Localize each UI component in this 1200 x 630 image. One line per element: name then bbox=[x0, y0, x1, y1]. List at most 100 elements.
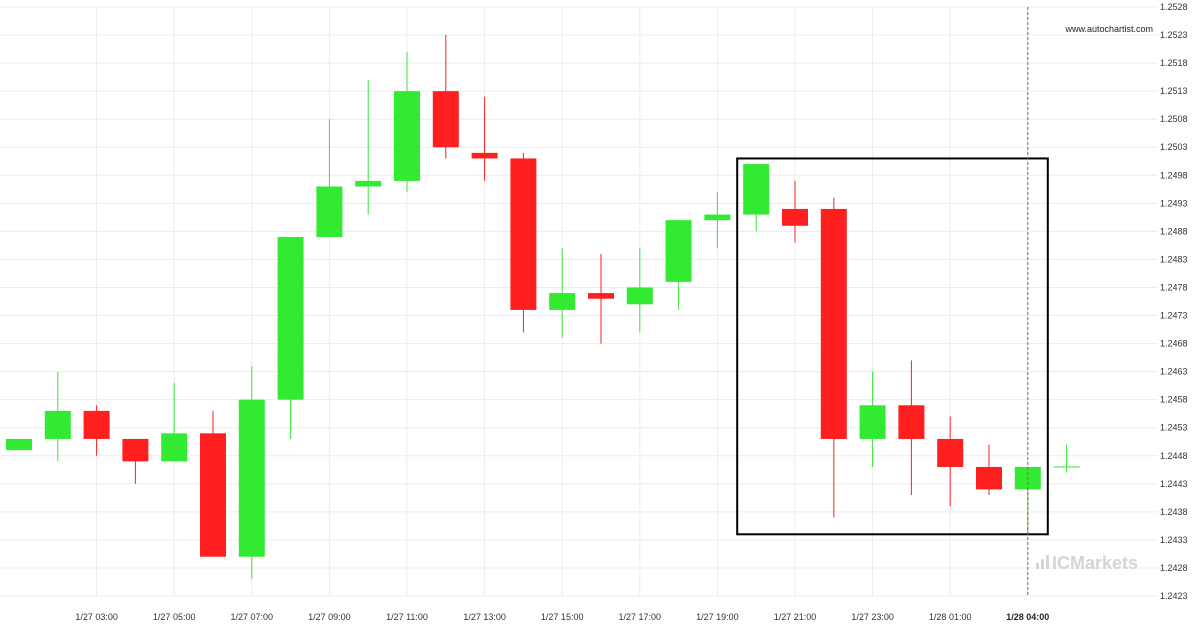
y-tick-label: 1.2478 bbox=[1160, 282, 1188, 292]
candle-body bbox=[122, 438, 149, 462]
candle bbox=[83, 405, 110, 456]
candle bbox=[471, 96, 498, 181]
y-tick-label: 1.2473 bbox=[1160, 311, 1188, 321]
y-tick-label: 1.2508 bbox=[1160, 114, 1188, 124]
candle-body bbox=[937, 438, 964, 467]
y-tick-label: 1.2423 bbox=[1160, 591, 1188, 601]
candle bbox=[355, 79, 382, 215]
candle bbox=[394, 51, 420, 193]
x-tick-label: 1/27 09:00 bbox=[308, 612, 351, 622]
overlays-group bbox=[736, 7, 1049, 596]
y-tick-label: 1.2448 bbox=[1160, 451, 1188, 461]
brand-name: ICMarkets bbox=[1052, 553, 1138, 573]
candle-body bbox=[898, 405, 925, 439]
candle-body bbox=[510, 158, 537, 310]
x-tick-label: 1/27 23:00 bbox=[851, 612, 894, 622]
candle-body bbox=[6, 438, 32, 451]
candle bbox=[549, 248, 576, 338]
candle-body bbox=[665, 220, 692, 282]
x-tick-label: 1/28 04:00 bbox=[1006, 612, 1049, 622]
candle bbox=[316, 119, 343, 237]
candle-body bbox=[316, 186, 343, 237]
y-tick-label: 1.2483 bbox=[1160, 254, 1188, 264]
pattern-box bbox=[736, 157, 1049, 536]
x-tick-label: 1/27 03:00 bbox=[75, 612, 118, 622]
candle-body bbox=[161, 433, 188, 462]
candle bbox=[626, 248, 653, 333]
candle bbox=[976, 444, 1002, 496]
x-tick-label: 1/27 05:00 bbox=[153, 612, 196, 622]
brand-logo: ICMarkets bbox=[1036, 553, 1138, 573]
candle bbox=[704, 192, 731, 249]
candle bbox=[859, 371, 886, 467]
candle-body bbox=[432, 91, 459, 148]
x-axis: 1/27 03:00 1/27 05:00 1/27 07:00 1/27 09:00… bbox=[75, 612, 1049, 622]
candle-body bbox=[588, 293, 614, 299]
x-tick-label: 1/27 15:00 bbox=[541, 612, 584, 622]
brand-prefix: IC bbox=[1052, 553, 1070, 573]
x-tick-label: 1/27 13:00 bbox=[463, 612, 506, 622]
x-tick-label: 1/28 01:00 bbox=[929, 612, 972, 622]
y-tick-label: 1.2518 bbox=[1160, 58, 1188, 68]
gridlines bbox=[0, 6, 1158, 597]
candle bbox=[937, 416, 964, 507]
candle bbox=[277, 236, 304, 439]
candle-body bbox=[626, 287, 653, 305]
y-axis: 1.2423 1.2428 1.2433 1.2438 1.2443 1.2448 1.24… bbox=[1160, 2, 1188, 601]
candle-body bbox=[704, 214, 731, 221]
x-tick-label: 1/27 07:00 bbox=[231, 612, 274, 622]
y-tick-label: 1.2468 bbox=[1160, 339, 1188, 349]
bar-signal-icon bbox=[1036, 555, 1049, 569]
candle-body bbox=[200, 433, 226, 557]
candle-body bbox=[549, 293, 576, 310]
candle bbox=[200, 410, 226, 557]
x-tick-label: 1/27 17:00 bbox=[619, 612, 662, 622]
x-tick-label: 1/27 19:00 bbox=[696, 612, 739, 622]
candle-body bbox=[277, 236, 304, 400]
candle bbox=[122, 438, 149, 484]
y-tick-label: 1.2528 bbox=[1160, 2, 1188, 12]
y-tick-label: 1.2523 bbox=[1160, 30, 1188, 40]
candle bbox=[782, 180, 808, 243]
candle-body bbox=[44, 410, 71, 439]
candle-body bbox=[238, 399, 265, 557]
candle bbox=[44, 371, 71, 462]
candle bbox=[820, 197, 847, 518]
candle-body bbox=[471, 152, 498, 159]
candle-body bbox=[394, 91, 420, 181]
brand-suffix: Markets bbox=[1070, 553, 1138, 573]
y-tick-label: 1.2438 bbox=[1160, 507, 1188, 517]
candle-body bbox=[976, 466, 1002, 490]
y-tick-label: 1.2458 bbox=[1160, 395, 1188, 405]
candle bbox=[510, 152, 537, 333]
y-tick-label: 1.2433 bbox=[1160, 535, 1188, 545]
candle bbox=[665, 220, 692, 310]
candle-body bbox=[83, 410, 110, 439]
candle-body bbox=[743, 164, 770, 215]
candle-body bbox=[859, 405, 886, 439]
y-tick-label: 1.2493 bbox=[1160, 198, 1188, 208]
y-tick-label: 1.2513 bbox=[1160, 86, 1188, 96]
y-tick-label: 1.2443 bbox=[1160, 479, 1188, 489]
candle bbox=[6, 438, 32, 451]
candle bbox=[1053, 444, 1080, 473]
candle bbox=[238, 366, 265, 580]
y-tick-label: 1.2498 bbox=[1160, 170, 1188, 180]
candle bbox=[743, 164, 770, 232]
candle-body bbox=[782, 208, 808, 226]
candle bbox=[432, 35, 459, 159]
candle-body bbox=[820, 208, 847, 439]
candle bbox=[161, 382, 188, 462]
candles-group bbox=[6, 35, 1080, 580]
x-tick-label: 1/27 11:00 bbox=[386, 612, 428, 622]
candle bbox=[898, 360, 925, 496]
watermark-text: www.autochartist.com bbox=[1064, 24, 1153, 34]
y-tick-label: 1.2428 bbox=[1160, 563, 1188, 573]
x-tick-label: 1/27 21:00 bbox=[774, 612, 817, 622]
candle-body bbox=[355, 180, 382, 187]
candle bbox=[588, 253, 614, 344]
y-tick-label: 1.2453 bbox=[1160, 423, 1188, 433]
y-tick-label: 1.2488 bbox=[1160, 226, 1188, 236]
